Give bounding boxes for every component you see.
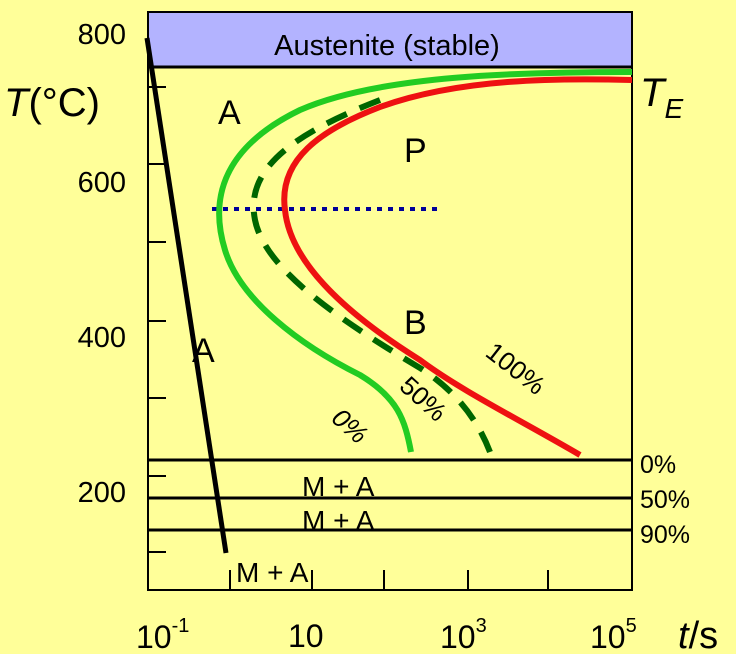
region-label-a-lower: A xyxy=(192,332,215,370)
x-axis-symbol: t xyxy=(678,615,690,654)
y-tick-label: 600 xyxy=(78,167,126,199)
region-label-a-upper: A xyxy=(218,94,241,132)
region-label-ma-3: M + A xyxy=(236,557,309,588)
austenite-band xyxy=(148,12,632,67)
x-tick-label: 105 xyxy=(590,615,637,654)
y-axis-unit: (°C) xyxy=(28,81,100,125)
x-tick-label: 10 xyxy=(288,618,324,654)
region-label-p: P xyxy=(404,132,427,170)
ms-label-90-percent: 90% xyxy=(640,521,690,549)
eutectoid-label: TE xyxy=(640,71,683,124)
y-tick-label: 200 xyxy=(78,477,126,509)
region-label-b: B xyxy=(404,304,427,342)
ms-label-0-percent: 0% xyxy=(640,451,676,479)
y-axis-label: T(°C) xyxy=(4,81,100,125)
x-axis-unit: /s xyxy=(689,615,719,654)
austenite-band-label: Austenite (stable) xyxy=(274,30,500,62)
x-axis-ticks xyxy=(229,570,549,590)
y-tick-label: 400 xyxy=(78,322,126,354)
cooling-curve xyxy=(144,37,229,554)
y-tick-label: 800 xyxy=(78,19,126,51)
x-tick-label: 103 xyxy=(440,615,487,654)
finish-curve-100-percent xyxy=(281,76,633,458)
x-axis-label: t/s xyxy=(678,615,718,654)
region-label-ma-1: M + A xyxy=(302,471,375,502)
y-axis-ticks xyxy=(148,86,166,553)
plot-frame xyxy=(147,11,633,591)
start-curve-0-percent xyxy=(216,69,633,453)
ms-label-50-percent: 50% xyxy=(640,486,690,514)
x-tick-label: 10-1 xyxy=(136,615,189,654)
half-curve-50-percent xyxy=(250,97,493,454)
region-label-ma-2: M + A xyxy=(302,505,375,536)
y-axis-symbol: T xyxy=(4,81,31,125)
martensite-lines xyxy=(148,458,632,532)
